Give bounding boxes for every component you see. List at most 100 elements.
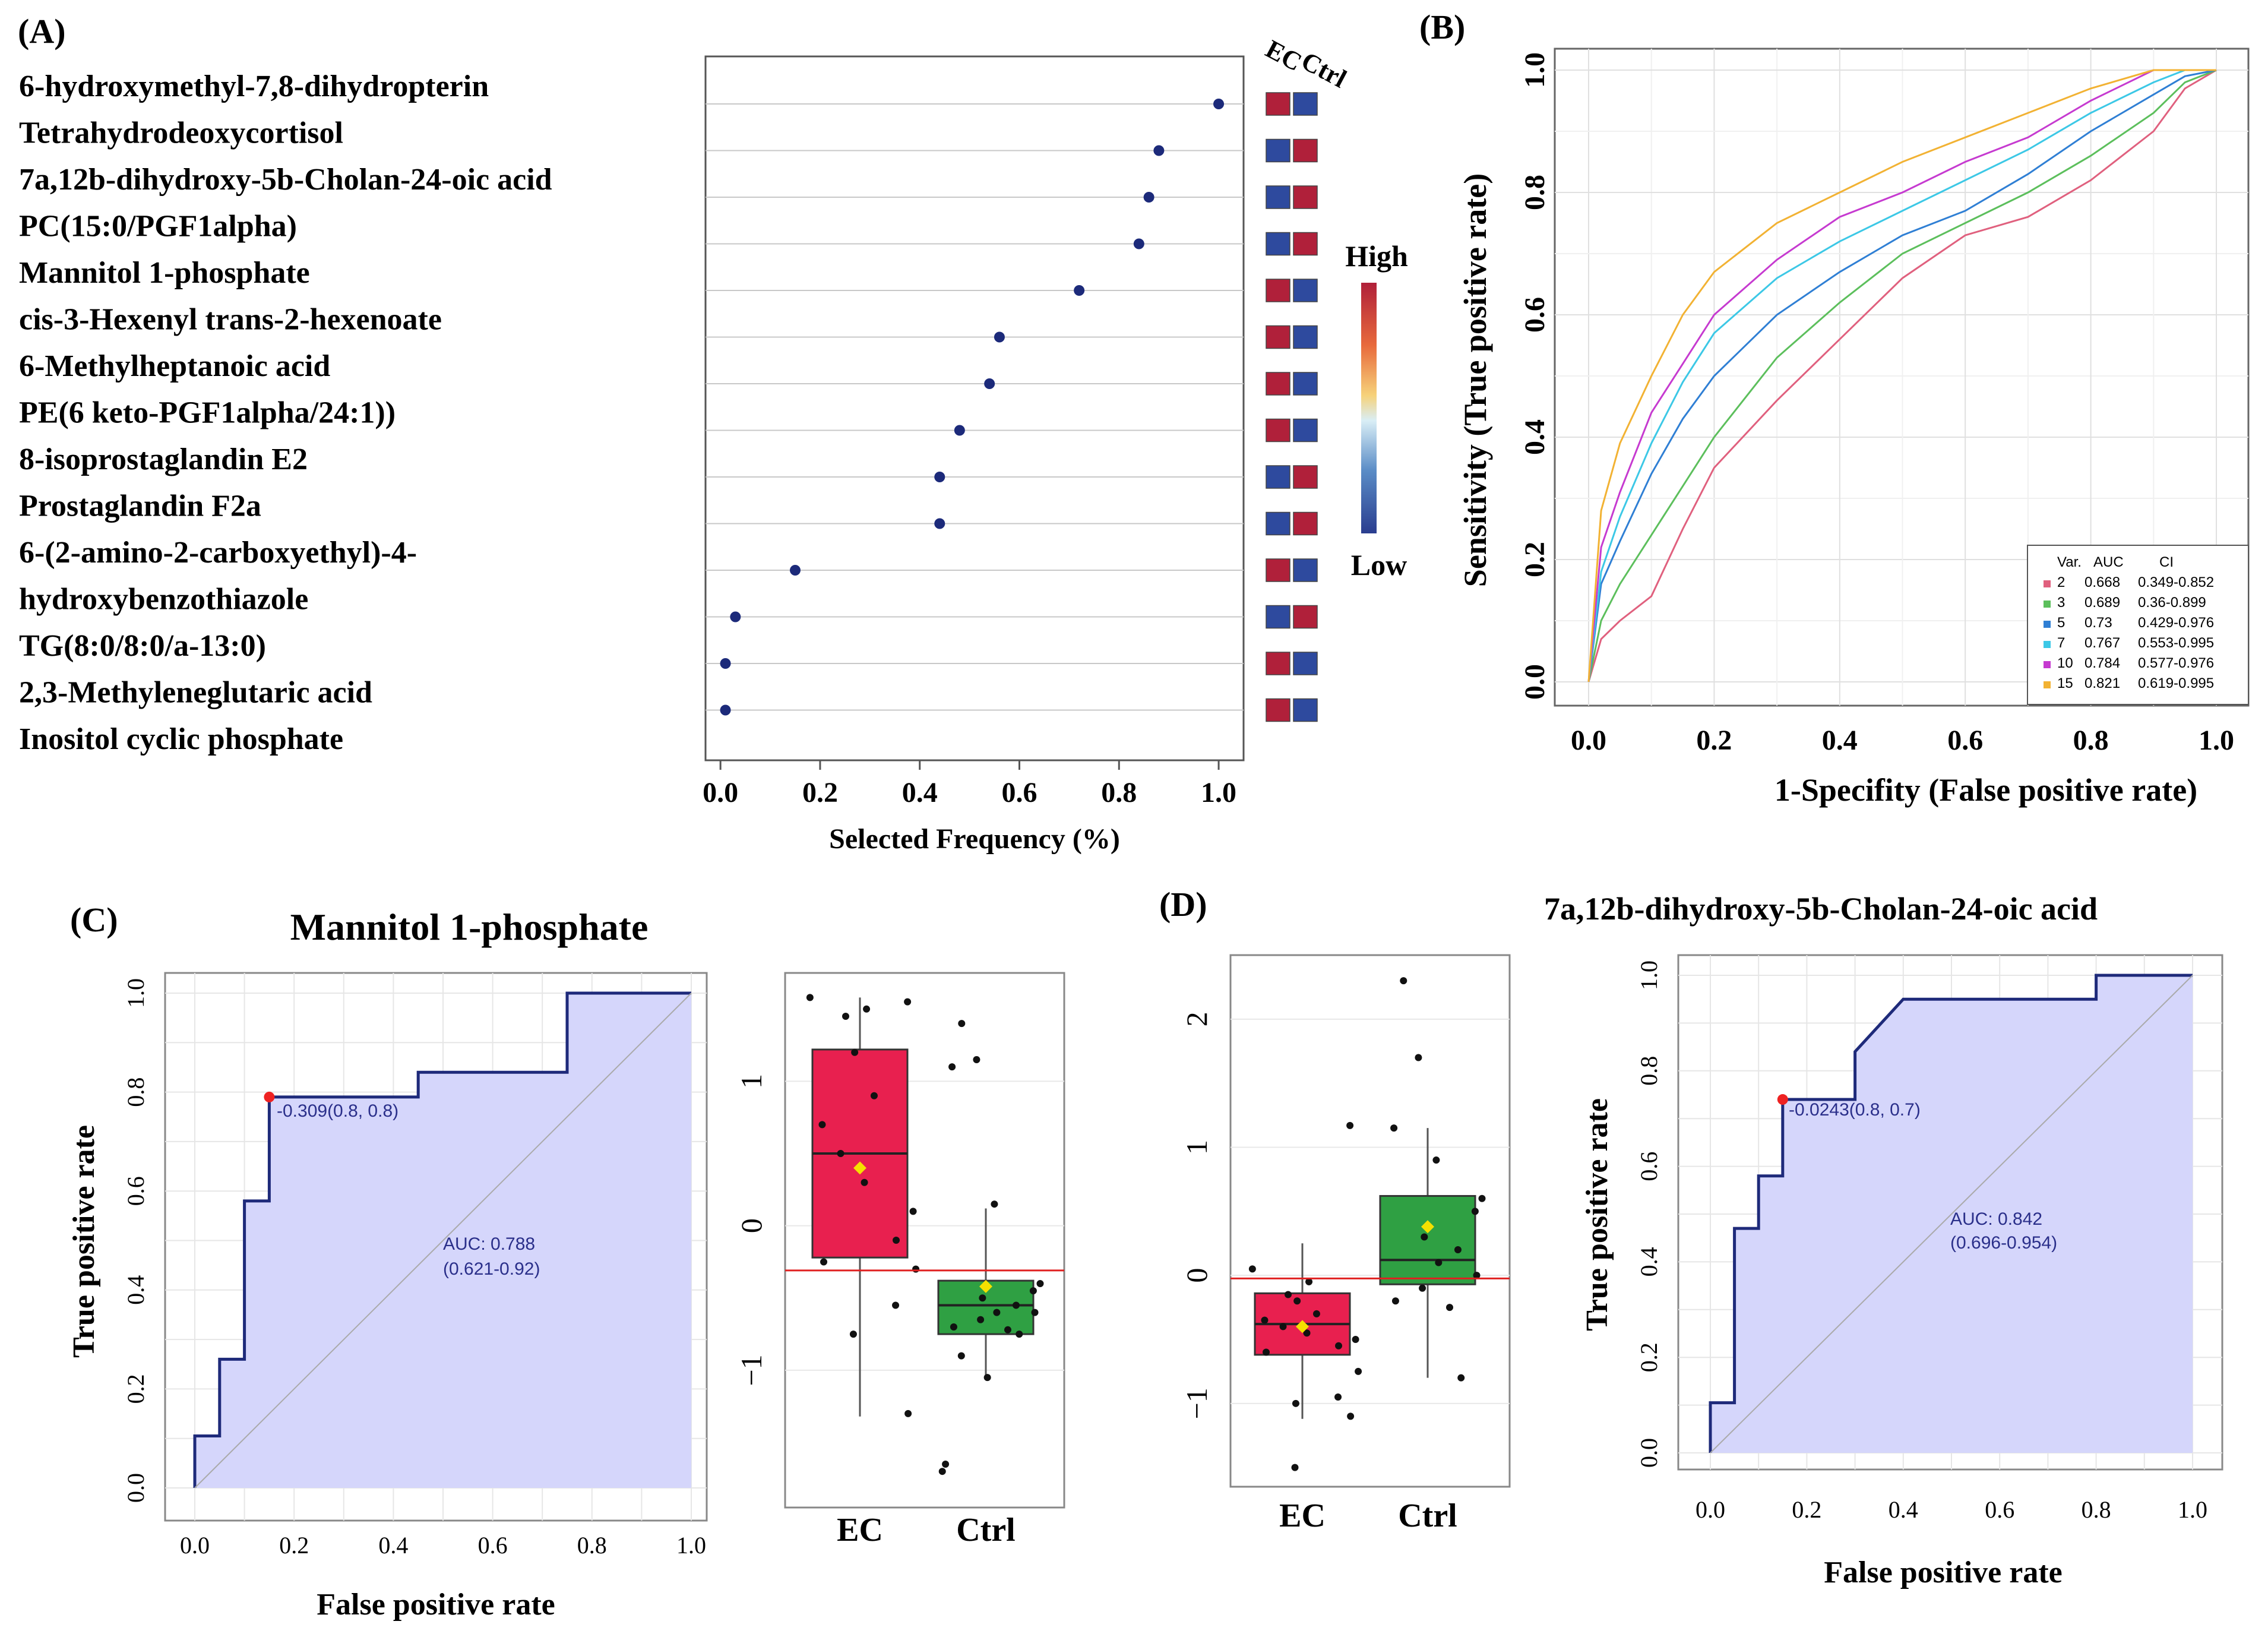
frequency-dot xyxy=(1143,192,1154,203)
panel-c-ci: (0.621-0.92) xyxy=(443,1259,540,1279)
box-point xyxy=(942,1461,950,1468)
panel-a-x-label: Selected Frequency (%) xyxy=(829,823,1120,855)
legend-ci: 0.619-0.995 xyxy=(2138,675,2214,691)
x-tick-label: 0.4 xyxy=(378,1532,408,1559)
x-tick-label: 0.8 xyxy=(2082,1496,2111,1523)
box-point xyxy=(979,1294,986,1302)
box-point xyxy=(1478,1194,1486,1202)
y-tick-label: 1.0 xyxy=(1636,960,1662,990)
heat-cell-ctrl xyxy=(1293,418,1318,443)
heat-cell-ec xyxy=(1266,418,1290,443)
box-point xyxy=(1248,1265,1256,1273)
panel-d-label: (D) xyxy=(1159,885,1207,924)
box-point xyxy=(957,1352,965,1360)
box-point xyxy=(893,1237,900,1244)
legend-ci: 0.553-0.995 xyxy=(2138,635,2214,651)
heat-cell-ec xyxy=(1266,465,1290,489)
box-point xyxy=(837,1150,844,1158)
frequency-dot xyxy=(730,611,741,622)
heat-cell-ec xyxy=(1266,372,1290,396)
metabolite-name: PC(15:0/PGF1alpha) xyxy=(19,210,297,244)
box-point xyxy=(1421,1233,1428,1241)
roc-curve xyxy=(193,991,691,1488)
box-mean-marker xyxy=(1421,1220,1434,1234)
x-tick-label: 0.6 xyxy=(1985,1496,2014,1523)
legend-var: 10 xyxy=(2057,655,2073,671)
panel-b-y-label: Sensitivity (True positive rate) xyxy=(1457,173,1493,587)
y-tick-label: 0.8 xyxy=(122,1077,149,1107)
metabolite-name: cis-3-Hexenyl trans-2-hexenoate xyxy=(19,303,442,337)
y-tick-label: 0.2 xyxy=(1636,1342,1662,1372)
metabolite-name: Tetrahydrodeoxycortisol xyxy=(19,116,343,150)
heat-cell-ctrl xyxy=(1293,138,1318,163)
x-tick-label: 0.2 xyxy=(279,1532,309,1559)
frequency-dot xyxy=(934,472,945,482)
panel-a-heatmap xyxy=(1266,92,1318,722)
x-tick-label: 0.8 xyxy=(2073,725,2109,756)
y-tick-label: 0 xyxy=(1180,1268,1213,1283)
roc-curve-3 xyxy=(1587,69,2217,682)
heat-cell-ec xyxy=(1266,652,1290,675)
legend-swatch xyxy=(2044,641,2051,648)
box-point xyxy=(938,1468,946,1475)
panel-c-auc: AUC: 0.788 xyxy=(443,1234,535,1254)
box-point xyxy=(1457,1374,1465,1382)
panel-d-x-label: False positive rate xyxy=(1824,1556,2062,1589)
frequency-dot xyxy=(934,518,945,529)
panel-b-label: (B) xyxy=(1419,8,1465,46)
box-point xyxy=(1263,1348,1270,1356)
heat-cell-ec xyxy=(1266,92,1290,116)
x-tick-label: 0.8 xyxy=(577,1532,607,1559)
frequency-dot xyxy=(1133,238,1144,249)
box-point xyxy=(1012,1301,1020,1309)
box-point xyxy=(1036,1279,1044,1287)
x-tick-label: 0.2 xyxy=(1792,1496,1821,1523)
y-tick-label: 0.8 xyxy=(1636,1056,1662,1086)
panel-a-plot-frame xyxy=(704,55,1245,761)
heat-cell-ec xyxy=(1266,279,1290,302)
box-point xyxy=(977,1316,985,1323)
panel-d-cutoff-label: -0.0243(0.8, 0.7) xyxy=(1789,1100,1921,1120)
metabolite-name: Mannitol 1-phosphate xyxy=(19,256,310,290)
panel-b-x-label: 1-Specifity (False positive rate) xyxy=(1774,772,2197,808)
box-point xyxy=(1004,1326,1011,1333)
panel-c-title: Mannitol 1-phosphate xyxy=(290,906,649,948)
panel-c-x-label: False positive rate xyxy=(317,1588,555,1622)
box-point xyxy=(958,1020,966,1028)
heat-cell-ec xyxy=(1266,698,1290,722)
box-point xyxy=(1471,1208,1479,1215)
legend-auc: 0.784 xyxy=(2084,655,2120,671)
heat-cell-ec xyxy=(1266,605,1290,629)
panel-c-label: (C) xyxy=(70,900,118,939)
group-label: EC xyxy=(1279,1497,1326,1534)
metabolite-name: 7a,12b-dihydroxy-5b-Cholan-24-oic acid xyxy=(19,163,552,197)
y-tick-label: 0.2 xyxy=(122,1374,149,1404)
heat-cell-ec xyxy=(1266,558,1290,582)
box-point xyxy=(950,1323,957,1331)
legend-auc: 0.767 xyxy=(2084,635,2120,651)
box-point xyxy=(1435,1259,1443,1266)
heat-legend-colorbar xyxy=(1361,283,1377,533)
legend-ci: 0.349-0.852 xyxy=(2138,574,2214,590)
metabolite-name: 6-hydroxymethyl-7,8-dihydropterin xyxy=(19,69,489,103)
heat-cell-ctrl xyxy=(1293,325,1318,349)
box-point xyxy=(1335,1342,1343,1350)
box-point xyxy=(849,1331,857,1338)
frequency-dot xyxy=(994,331,1005,343)
box-point xyxy=(1400,977,1407,985)
y-tick-label: 0 xyxy=(735,1218,768,1233)
box-point xyxy=(1291,1464,1299,1471)
legend-var: 15 xyxy=(2057,675,2073,691)
box-point xyxy=(1346,1121,1354,1129)
box-point xyxy=(912,1265,920,1273)
box-point xyxy=(1303,1329,1311,1337)
roc-curve xyxy=(1709,974,2193,1453)
box-point xyxy=(1390,1124,1398,1132)
box-point xyxy=(991,1200,998,1208)
box-point xyxy=(909,1208,917,1215)
box-point xyxy=(851,1048,859,1056)
frequency-dot xyxy=(954,425,965,436)
metabolite-name: hydroxybenzothiazole xyxy=(19,583,308,617)
